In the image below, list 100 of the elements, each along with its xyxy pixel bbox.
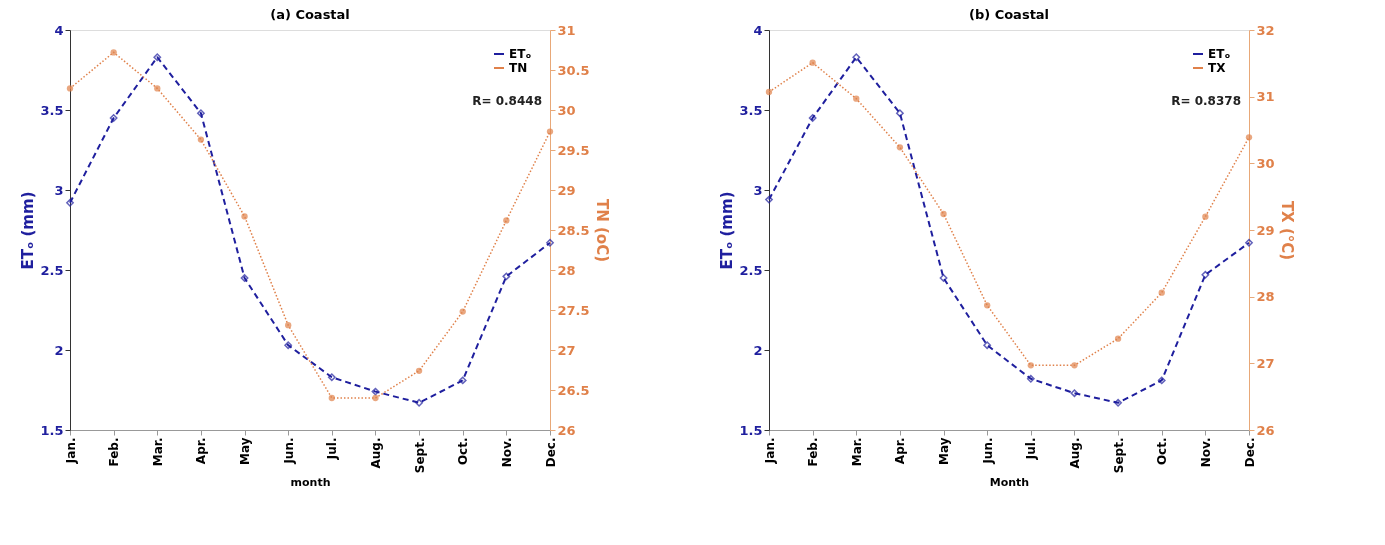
point	[1158, 289, 1165, 296]
point	[154, 85, 161, 92]
point	[502, 272, 511, 281]
x-tick-label: May	[238, 437, 253, 465]
y-tick-label: 2	[54, 342, 64, 358]
y-tick-label: 3.5	[739, 102, 763, 118]
x-axis-title: month	[290, 476, 331, 490]
y-tick-label: 2.5	[40, 262, 64, 278]
point	[983, 341, 992, 350]
x-tick-label: Feb.	[107, 437, 122, 467]
y-tick-label: 4	[54, 22, 64, 38]
point	[896, 109, 904, 118]
x-tick-label: May	[937, 437, 952, 465]
point	[459, 308, 466, 315]
point	[458, 376, 467, 385]
y2-tick-label: 26	[557, 422, 576, 438]
point	[153, 53, 162, 62]
y2-tick-label: 28	[557, 262, 576, 278]
point	[241, 213, 248, 220]
x-tick-label: Jun.	[281, 437, 296, 465]
point	[852, 53, 861, 62]
y2-tick-label: 29	[557, 182, 576, 198]
point	[66, 198, 74, 207]
y2-tick-label: 26.5	[557, 382, 590, 398]
point	[940, 210, 947, 218]
x-tick-label: Nov.	[1198, 437, 1213, 468]
y2-tick-label: 26	[1256, 422, 1275, 438]
x-tick-label: Apr.	[194, 437, 209, 465]
y2-tick-label: 30	[557, 102, 576, 118]
x-tick-label: Mar.	[849, 437, 864, 467]
x-axis-title: Month	[989, 476, 1030, 490]
y2-tick-label: 29	[1256, 222, 1275, 238]
y-tick-label: 3	[753, 182, 763, 198]
point	[284, 341, 293, 350]
x-tick-label: Apr.	[893, 437, 908, 465]
y-tick-label: 1.5	[739, 422, 763, 438]
point	[546, 238, 554, 247]
x-tick-label: Dec.	[543, 437, 558, 468]
y2-tick-label: 28	[1256, 289, 1275, 305]
y2-axis-title: TX (°C)	[1277, 200, 1296, 261]
y2-tick-label: 30.5	[557, 62, 590, 78]
point	[1071, 362, 1078, 369]
point	[1027, 362, 1034, 369]
legend-label: TN	[509, 61, 528, 75]
x-tick-label: Jan.	[63, 437, 78, 465]
x-tick-label: Aug.	[1067, 437, 1082, 469]
point	[1202, 213, 1209, 220]
y-tick-label: 2	[753, 342, 763, 358]
x-tick-label: Oct.	[456, 437, 471, 466]
point	[546, 128, 554, 135]
x-tick-label: Jan.	[762, 437, 777, 465]
point	[415, 367, 423, 374]
x-tick-label: Mar.	[150, 437, 165, 467]
point	[853, 95, 860, 102]
point	[1245, 238, 1253, 247]
point	[415, 398, 423, 407]
y-tick-label: 3	[54, 182, 64, 198]
y-tick-label: 3.5	[40, 102, 64, 118]
y-tick-label: 2.5	[739, 262, 763, 278]
point	[327, 373, 336, 382]
point	[66, 85, 74, 92]
x-tick-label: Feb.	[806, 437, 821, 467]
point	[1157, 376, 1166, 385]
point	[765, 88, 773, 96]
point	[1114, 398, 1122, 407]
y-axis-title: ETₒ (mm)	[718, 191, 737, 270]
legend-label: ETₒ	[509, 47, 532, 61]
legend-label: TX	[1208, 61, 1227, 75]
x-tick-label: Jul.	[1024, 437, 1039, 461]
point	[197, 109, 205, 118]
point	[1245, 134, 1253, 141]
y2-tick-label: 32	[1256, 22, 1275, 38]
y2-tick-label: 28.5	[557, 222, 590, 238]
point	[809, 59, 816, 66]
point	[285, 322, 292, 329]
x-tick-label: Sept.	[1111, 437, 1126, 474]
x-tick-label: Oct.	[1155, 437, 1170, 466]
point	[110, 49, 117, 56]
y2-tick-label: 29.5	[557, 142, 590, 158]
y2-axis-title: TN (oC)	[592, 198, 611, 263]
y2-tick-label: 27	[557, 342, 576, 358]
x-tick-label: Sept.	[412, 437, 427, 474]
y-tick-label: 4	[753, 22, 763, 38]
y2-tick-label: 31	[1256, 89, 1275, 105]
y-axis-title: ETₒ (mm)	[19, 191, 38, 270]
y2-tick-label: 31	[557, 22, 576, 38]
x-tick-label: Aug.	[368, 437, 383, 469]
x-tick-label: Nov.	[499, 437, 514, 468]
chart-title: (a) Coastal	[270, 7, 350, 22]
y2-tick-label: 30	[1256, 155, 1275, 171]
point	[503, 217, 510, 224]
y2-tick-label: 27	[1256, 355, 1275, 371]
point	[984, 302, 991, 309]
annotation: R= 0.8378	[1171, 94, 1241, 108]
point	[1026, 374, 1035, 383]
x-tick-label: Dec.	[1242, 437, 1257, 468]
point	[328, 394, 335, 402]
point	[896, 144, 904, 151]
point	[372, 394, 379, 402]
x-tick-label: Jun.	[980, 437, 995, 465]
